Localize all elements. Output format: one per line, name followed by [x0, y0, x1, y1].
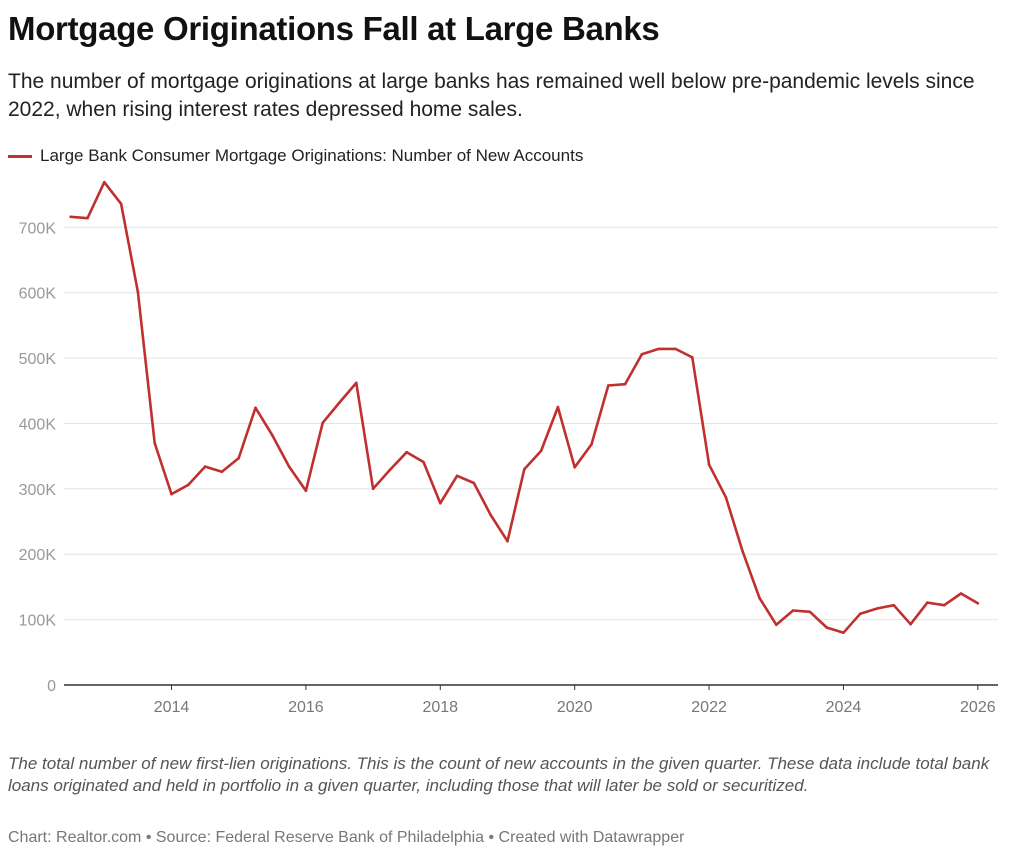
data-point	[926, 601, 929, 604]
data-point	[791, 609, 795, 612]
data-point	[539, 449, 543, 453]
y-tick-label: 300K	[19, 482, 57, 499]
series-line	[69, 180, 980, 635]
data-point	[455, 474, 459, 478]
data-point	[271, 433, 274, 437]
data-point	[371, 487, 375, 491]
chart-subtitle: The number of mortgage originations at l…	[8, 70, 975, 121]
gridlines	[64, 226, 998, 686]
data-point	[775, 623, 778, 627]
data-point	[338, 401, 341, 404]
data-point	[388, 468, 392, 472]
data-point	[506, 539, 509, 543]
data-point	[590, 443, 593, 446]
legend: Large Bank Consumer Mortgage Origination…	[8, 145, 583, 167]
data-point	[489, 513, 493, 517]
data-point	[959, 592, 963, 595]
x-axis: 2014 2016 2018 2020 2022 2024 2026	[154, 685, 996, 716]
chart-title: Mortgage Originations Fall at Large Bank…	[8, 10, 660, 47]
data-point	[976, 602, 980, 605]
data-point	[86, 216, 89, 220]
data-point	[321, 421, 325, 425]
series-layer	[69, 180, 980, 635]
x-tick-label: 2026	[960, 699, 996, 716]
y-tick-label: 400K	[19, 416, 57, 433]
y-tick-label: 700K	[19, 220, 57, 237]
data-point	[220, 470, 224, 474]
data-point	[892, 603, 896, 607]
data-point	[859, 612, 862, 615]
legend-label: Large Bank Consumer Mortgage Origination…	[40, 146, 584, 165]
data-point	[842, 631, 845, 634]
x-tick-label: 2024	[826, 699, 862, 716]
y-tick-label: 500K	[19, 351, 57, 368]
data-point	[623, 382, 627, 386]
data-point	[170, 492, 173, 496]
data-point	[405, 450, 409, 454]
data-point	[674, 347, 677, 351]
y-tick-label: 600K	[19, 286, 57, 303]
data-point	[808, 610, 812, 614]
data-point	[573, 466, 576, 469]
data-point	[136, 290, 140, 294]
data-point	[523, 467, 526, 471]
data-point	[640, 352, 644, 356]
data-point	[69, 215, 72, 219]
x-tick-label: 2014	[154, 699, 190, 716]
x-tick-label: 2018	[422, 699, 458, 716]
data-point	[119, 202, 123, 206]
data-point	[942, 603, 946, 607]
x-tick-label: 2016	[288, 699, 324, 716]
chart-byline: Chart: Realtor.com • Source: Federal Res…	[8, 829, 685, 846]
data-point	[304, 489, 308, 493]
data-point	[187, 483, 190, 487]
legend-swatch	[8, 154, 32, 158]
data-point	[556, 405, 560, 409]
data-point	[153, 441, 156, 445]
data-point	[825, 626, 828, 629]
data-point	[657, 347, 660, 351]
data-point	[103, 180, 106, 184]
y-tick-label: 100K	[19, 613, 57, 630]
y-tick-label: 200K	[19, 547, 57, 564]
data-point	[724, 496, 728, 499]
data-point	[287, 465, 291, 468]
y-axis: 0 100K 200K 300K 400K 500K 600K 700K	[19, 220, 57, 695]
data-point	[741, 550, 744, 553]
y-tick-label: 0	[47, 678, 56, 695]
data-point	[607, 384, 610, 387]
data-point	[203, 465, 207, 468]
data-point	[909, 622, 912, 626]
data-point	[472, 481, 476, 485]
data-point	[355, 381, 358, 385]
x-tick-label: 2020	[557, 699, 593, 716]
data-point	[254, 406, 257, 410]
data-point	[691, 356, 694, 359]
data-point	[422, 460, 425, 464]
data-point	[439, 501, 442, 505]
data-point	[237, 456, 240, 460]
data-point	[875, 607, 879, 610]
data-point	[758, 596, 761, 600]
x-tick-label: 2022	[691, 699, 727, 716]
data-point	[707, 463, 711, 467]
chart-notes: The total number of new first-lien origi…	[8, 754, 990, 795]
